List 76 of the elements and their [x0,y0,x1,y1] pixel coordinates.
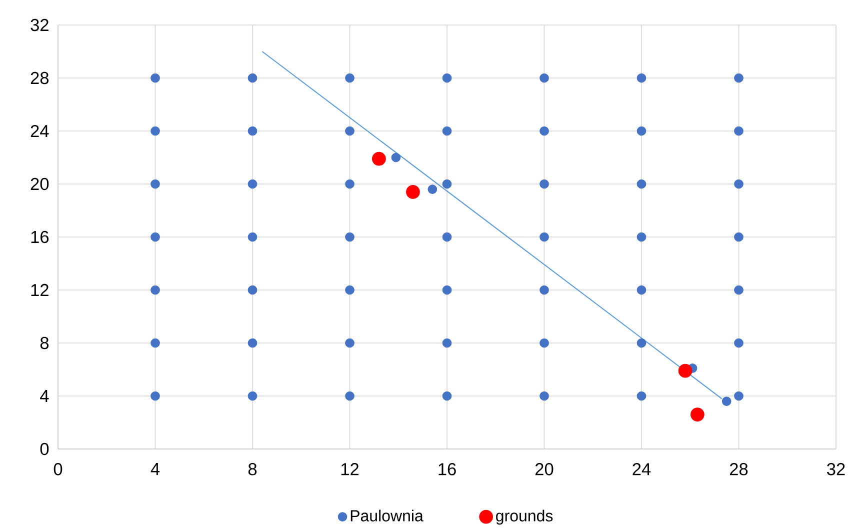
point [248,126,258,136]
point [734,126,744,136]
x-tick-label: 12 [341,463,359,476]
point [406,185,420,199]
point [442,338,452,348]
x-tick-label: 28 [730,463,748,476]
point [248,179,258,189]
point [722,396,732,406]
point [442,391,452,401]
x-tick-label: 24 [632,463,651,476]
point [540,391,549,401]
point [150,126,160,136]
point [248,285,258,295]
point [636,73,646,83]
point [678,364,692,378]
point [372,152,386,166]
point [442,179,452,189]
point [734,391,744,401]
point [345,338,354,348]
x-tick-label: 0 [54,463,62,476]
point [734,338,744,348]
point [248,338,258,348]
x-tick-label: 20 [535,463,554,476]
point [540,285,549,295]
point [150,73,160,83]
point [345,391,354,401]
y-tick-label: 4 [40,390,49,402]
point [540,338,549,348]
point [345,232,354,242]
point [442,73,452,83]
point [734,73,744,83]
y-tick-label: 24 [30,124,49,138]
y-tick-label: 8 [40,336,49,350]
y-tick-label: 0 [40,442,49,456]
point [636,126,646,136]
x-tick-label: 8 [248,463,257,476]
x-tick-label: 4 [150,463,160,475]
point [248,232,258,242]
point [636,338,646,348]
point [345,73,354,83]
y-tick-label: 28 [30,72,49,84]
point [150,285,160,295]
point [442,285,452,295]
point [150,232,160,242]
point [428,184,438,194]
point [248,73,258,83]
point [150,338,160,348]
point [345,126,354,136]
legend-label: Paulownia [350,510,424,522]
legend-label: grounds [496,510,553,525]
point [150,391,160,401]
point [734,285,744,295]
point [345,285,354,295]
x-tick-label: 16 [438,463,456,476]
point [636,391,646,401]
point [345,179,354,189]
point [540,73,549,83]
point [690,408,704,422]
y-tick-label: 32 [30,18,48,32]
point [540,126,549,136]
point [442,126,452,136]
point [636,232,646,242]
point [734,179,744,189]
point [540,232,549,242]
point [636,179,646,189]
point [636,285,646,295]
x-tick-label: 32 [827,463,845,476]
point [248,391,258,401]
y-tick-label: 16 [31,230,49,244]
point [442,232,452,242]
point [540,179,549,189]
y-tick-label: 12 [31,284,48,296]
point [150,179,160,189]
point [391,152,401,162]
point [734,232,744,242]
y-tick-label: 20 [30,178,49,190]
